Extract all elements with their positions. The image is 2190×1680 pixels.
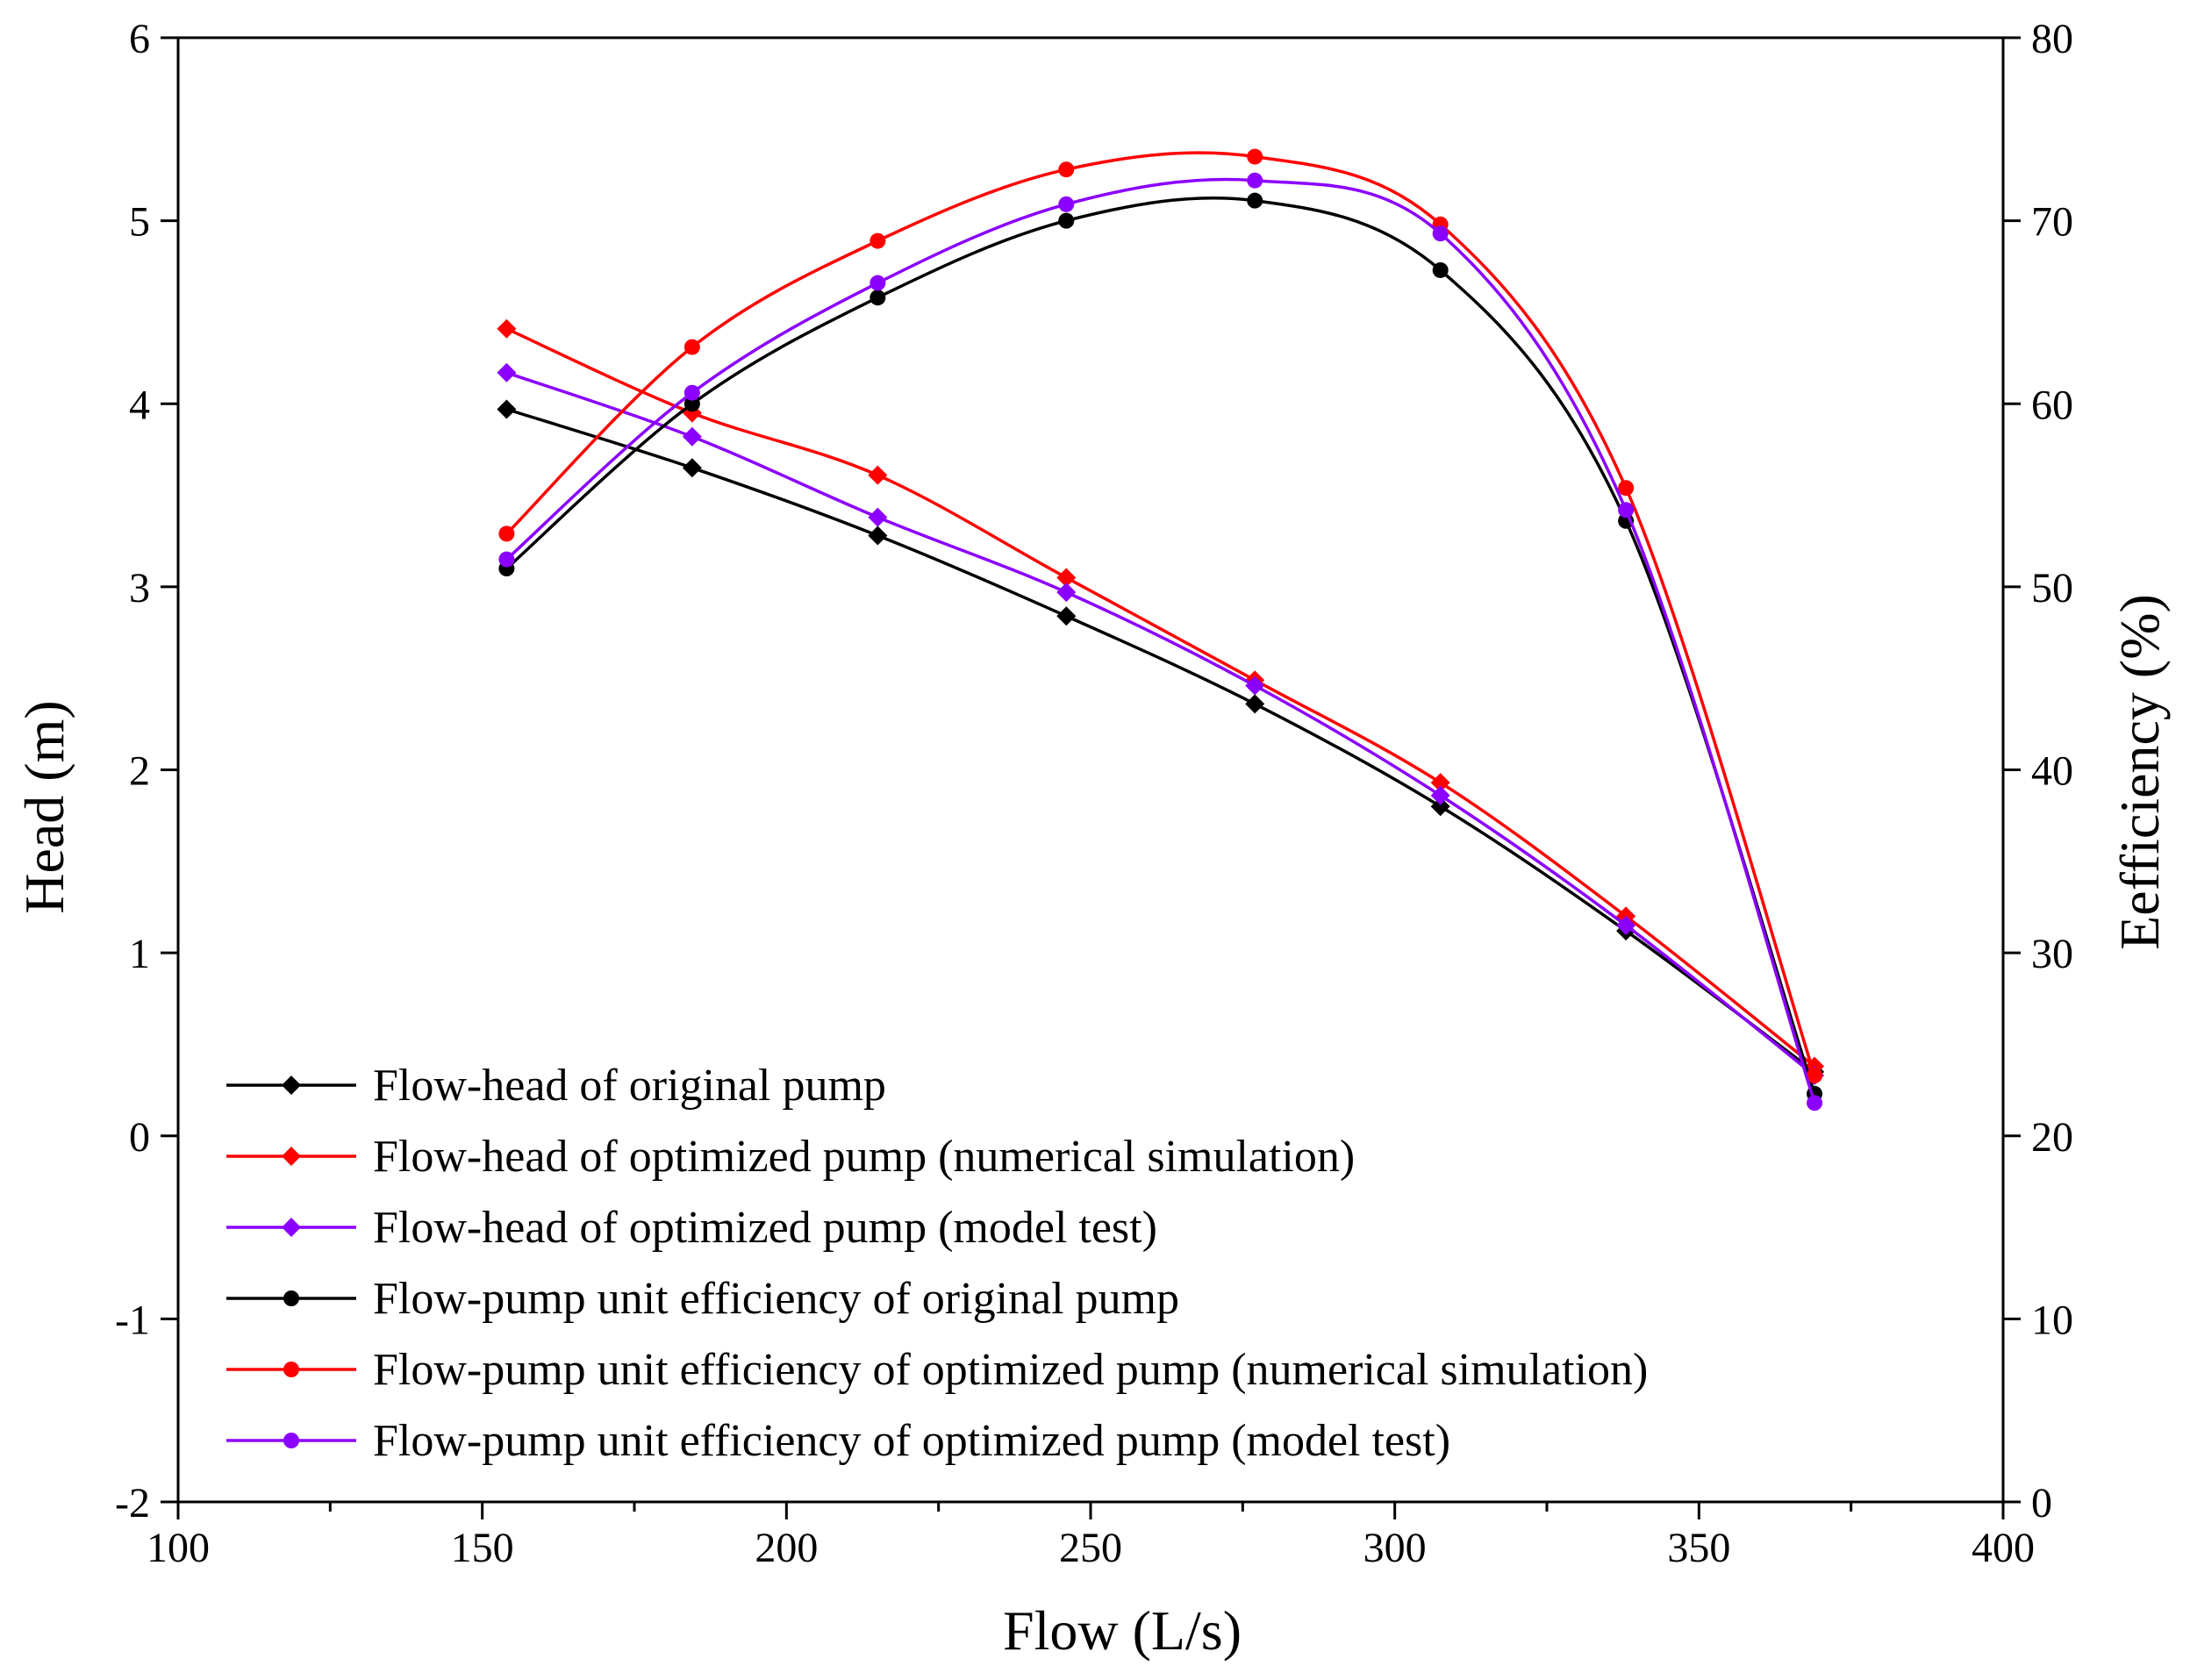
series-3-line bbox=[505, 371, 1816, 1077]
series-1-point-4 bbox=[1056, 606, 1077, 626]
axis-ticks: 100 150 200 250 300 350 400-2-1012345601020304… bbox=[115, 16, 2073, 1571]
series-4-point-2 bbox=[683, 396, 700, 412]
series-2-point-6 bbox=[1430, 773, 1450, 793]
series-5-point-1 bbox=[498, 525, 515, 542]
legend-swatch-marker bbox=[283, 1290, 299, 1306]
legend-item-3: Flow-head of optimized pump (model test) bbox=[226, 1203, 1157, 1253]
x-tick-label: 100 bbox=[147, 1525, 210, 1571]
legend-label: Flow-head of optimized pump (model test) bbox=[373, 1203, 1157, 1253]
y-left-tick-label: 4 bbox=[129, 382, 150, 428]
y-left-tick-label: 0 bbox=[129, 1114, 150, 1161]
x-tick-label: 400 bbox=[1972, 1525, 2035, 1571]
series-1-point-2 bbox=[682, 458, 702, 478]
y-left-tick-label: -2 bbox=[115, 1480, 150, 1526]
series-2-point-3 bbox=[868, 465, 888, 485]
series-3-point-2 bbox=[682, 426, 702, 447]
series-5-point-3 bbox=[870, 232, 886, 249]
legend-item-1: Flow-head of original pump bbox=[226, 1061, 886, 1111]
legend-item-5: Flow-pump unit efficiency of optimized p… bbox=[226, 1345, 1648, 1395]
series-2-line bbox=[505, 327, 1816, 1068]
series-4-point-6 bbox=[1432, 261, 1449, 278]
axis-labels: Flow (L/s) Head (m) Eefficiency (%) bbox=[13, 594, 2171, 1662]
legend-swatch-marker bbox=[283, 1362, 299, 1377]
y-right-tick-label: 50 bbox=[2031, 565, 2073, 611]
y-left-tick-label: 2 bbox=[129, 748, 150, 795]
x-tick-label: 200 bbox=[755, 1525, 818, 1571]
series-1-point-5 bbox=[1245, 694, 1265, 714]
series-1-point-3 bbox=[868, 525, 888, 546]
legend-item-2: Flow-head of optimized pump (numerical s… bbox=[226, 1132, 1355, 1182]
y-left-tick-label: 6 bbox=[129, 16, 150, 62]
y-right-tick-label: 60 bbox=[2031, 382, 2073, 428]
y-right-tick-label: 20 bbox=[2031, 1114, 2073, 1161]
y-left-tick-label: 5 bbox=[129, 199, 150, 246]
series-5-point-2 bbox=[683, 339, 700, 355]
series-5-point-8 bbox=[1807, 1067, 1823, 1083]
y-right-tick-label: 0 bbox=[2031, 1480, 2052, 1526]
series-3-point-6 bbox=[1430, 785, 1450, 805]
series-6-point-2 bbox=[683, 384, 700, 401]
series-3-point-7 bbox=[1616, 915, 1636, 935]
legend-swatch-marker bbox=[283, 1433, 299, 1448]
y-left-tick-label: -1 bbox=[115, 1297, 150, 1343]
legend-label: Flow-head of original pump bbox=[373, 1061, 886, 1111]
x-tick-label: 150 bbox=[451, 1525, 514, 1571]
series-1-line bbox=[505, 407, 1816, 1074]
y-right-tick-label: 70 bbox=[2031, 199, 2073, 246]
legend-label: Flow-pump unit efficiency of optimized p… bbox=[373, 1345, 1648, 1395]
series-2-point-1 bbox=[497, 318, 517, 339]
series-3-point-5 bbox=[1245, 676, 1265, 696]
plot-curves bbox=[497, 148, 1825, 1112]
y-right-tick-label: 80 bbox=[2031, 16, 2073, 62]
series-4-point-4 bbox=[1058, 212, 1075, 229]
series-6-point-5 bbox=[1247, 172, 1263, 189]
legend-label: Flow-pump unit efficiency of optimized p… bbox=[373, 1416, 1450, 1466]
series-6-point-7 bbox=[1618, 502, 1635, 518]
series-1-point-1 bbox=[497, 399, 517, 419]
x-tick-label: 250 bbox=[1059, 1525, 1122, 1571]
series-4-point-5 bbox=[1247, 192, 1263, 209]
series-3-point-3 bbox=[868, 507, 888, 527]
legend-label: Flow-pump unit efficiency of original pu… bbox=[373, 1274, 1179, 1324]
legend-swatch-marker bbox=[282, 1218, 301, 1237]
legend: Flow-head of original pump Flow-head of o… bbox=[226, 1061, 1648, 1466]
x-tick-label: 300 bbox=[1363, 1525, 1427, 1571]
y-left-tick-label: 1 bbox=[129, 931, 150, 977]
series-6-point-4 bbox=[1058, 196, 1075, 212]
series-1 bbox=[497, 399, 1825, 1082]
series-3-point-4 bbox=[1056, 583, 1077, 603]
series-6-point-6 bbox=[1432, 225, 1449, 242]
series-5-point-7 bbox=[1618, 480, 1635, 497]
legend-swatch-marker bbox=[282, 1076, 301, 1095]
series-4-point-3 bbox=[870, 290, 886, 306]
series-3-point-1 bbox=[497, 362, 517, 382]
series-5-line bbox=[505, 151, 1816, 1076]
series-5-point-5 bbox=[1247, 148, 1263, 165]
legend-item-6: Flow-pump unit efficiency of optimized p… bbox=[226, 1416, 1450, 1466]
y-left-tick-label: 3 bbox=[129, 565, 150, 611]
series-5-point-4 bbox=[1058, 161, 1075, 178]
legend-swatch-marker bbox=[282, 1147, 301, 1166]
series-5 bbox=[498, 148, 1823, 1083]
series-6 bbox=[498, 172, 1823, 1112]
y-right-tick-label: 10 bbox=[2031, 1297, 2073, 1343]
series-6-point-1 bbox=[498, 551, 515, 568]
legend-item-4: Flow-pump unit efficiency of original pu… bbox=[226, 1274, 1179, 1324]
y-left-axis-title: Head (m) bbox=[13, 700, 75, 913]
series-6-point-3 bbox=[870, 275, 886, 291]
legend-label: Flow-head of optimized pump (numerical s… bbox=[373, 1132, 1355, 1182]
y-right-axis-title: Eefficiency (%) bbox=[2108, 594, 2171, 950]
y-right-tick-label: 40 bbox=[2031, 748, 2073, 795]
y-right-tick-label: 30 bbox=[2031, 931, 2073, 977]
series-6-point-8 bbox=[1807, 1095, 1823, 1112]
series-1-point-6 bbox=[1430, 797, 1450, 817]
x-tick-label: 350 bbox=[1667, 1525, 1730, 1571]
series-2-point-4 bbox=[1056, 568, 1077, 588]
x-axis-title: Flow (L/s) bbox=[1003, 1599, 1242, 1662]
